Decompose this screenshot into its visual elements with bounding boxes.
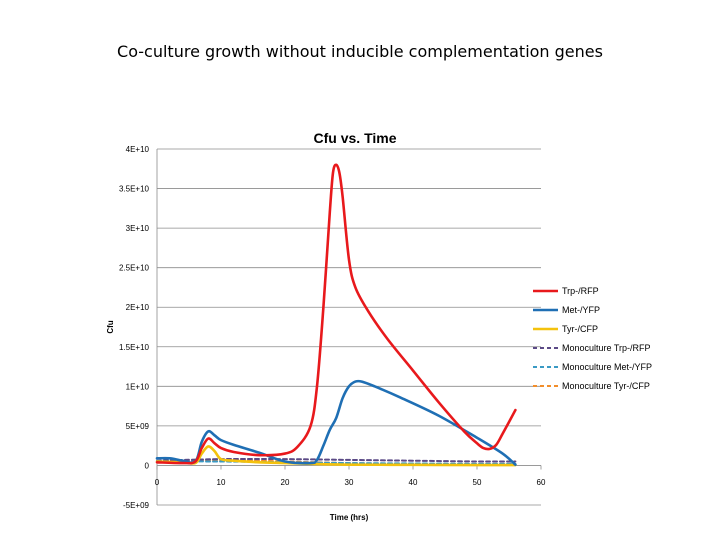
y-tick-label: 0 — [145, 461, 150, 470]
series-line-1 — [155, 163, 517, 465]
legend-label: Met-/YFP — [562, 305, 600, 315]
series-lines — [155, 163, 517, 467]
series-line-3 — [155, 445, 517, 467]
x-tick-label: 20 — [281, 478, 290, 487]
x-tick-label: 10 — [217, 478, 226, 487]
slide-title: Co-culture growth without inducible comp… — [117, 42, 603, 61]
legend-label: Monoculture Trp-/RFP — [562, 343, 651, 353]
x-axis-title: Time (hrs) — [330, 513, 369, 522]
legend-label: Monoculture Tyr-/CFP — [562, 381, 650, 391]
y-tick-label: 3E+10 — [126, 224, 150, 233]
legend: Trp-/RFP Met-/YFP Tyr-/CFP Monoculture Trp-… — [533, 286, 652, 391]
y-axis-title: Cfu — [106, 320, 115, 333]
y-tick-label: 4E+10 — [126, 145, 150, 154]
y-tick-label: 5E+09 — [126, 422, 150, 431]
legend-label: Trp-/RFP — [562, 286, 599, 296]
y-tick-label: 2.5E+10 — [119, 264, 150, 273]
chart-title: Cfu vs. Time — [314, 130, 397, 146]
axes: -5E+09 0 5E+09 1E+10 1.5E+10 2E+10 2.5E+10 3E+1… — [119, 145, 546, 510]
y-tick-label: -5E+09 — [123, 501, 150, 510]
x-tick-label: 0 — [155, 478, 160, 487]
y-tick-label: 1.5E+10 — [119, 343, 150, 352]
x-tick-label: 50 — [473, 478, 482, 487]
legend-label: Monoculture Met-/YFP — [562, 362, 652, 372]
x-tick-label: 60 — [537, 478, 546, 487]
y-tick-label: 3.5E+10 — [119, 185, 150, 194]
x-tick-label: 40 — [409, 478, 418, 487]
y-tick-label: 2E+10 — [126, 303, 150, 312]
legend-label: Tyr-/CFP — [562, 324, 598, 334]
series-line-2 — [155, 379, 517, 466]
x-tick-label: 30 — [345, 478, 354, 487]
y-tick-label: 1E+10 — [126, 382, 150, 391]
